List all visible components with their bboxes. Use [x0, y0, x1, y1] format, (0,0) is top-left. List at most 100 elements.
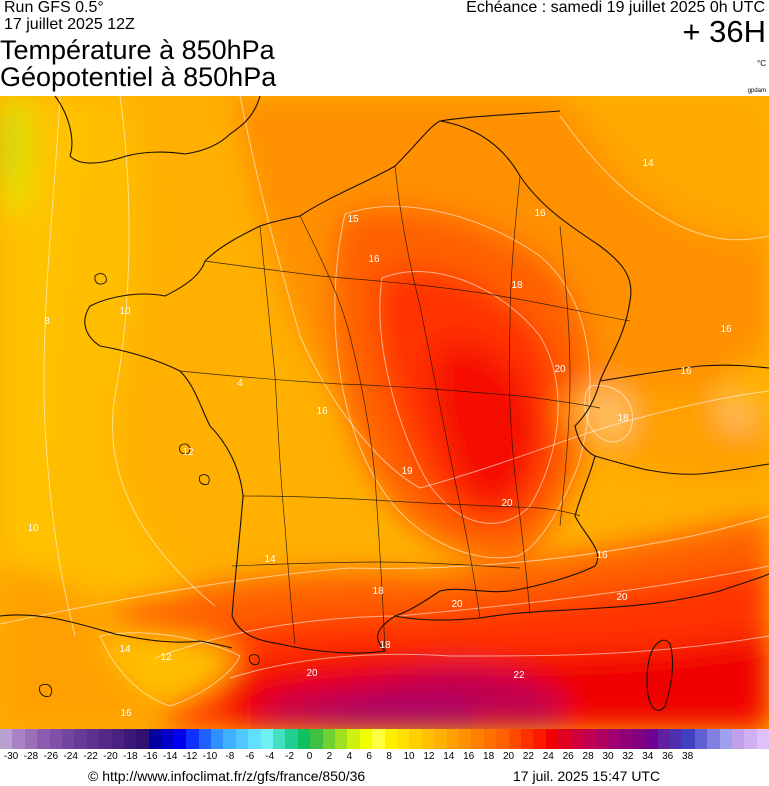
- colorbar-cell: [62, 729, 75, 749]
- colorbar-cell: [719, 729, 732, 749]
- colorbar-tick-label: 22: [522, 751, 534, 762]
- colorbar-cell: [111, 729, 125, 749]
- colorbar-cell: [731, 729, 745, 749]
- colorbar-cell: [521, 729, 534, 749]
- colorbar-cell: [471, 729, 484, 749]
- colorbar-tick-label: -26: [43, 751, 59, 762]
- isotherm-label-16-southeast: 16: [596, 550, 608, 561]
- colorbar-cell: [397, 729, 410, 749]
- colorbar-tick-label: 28: [582, 751, 594, 762]
- colorbar-cell: [186, 729, 199, 749]
- colorbar-cell: [595, 729, 608, 749]
- colorbar-tick-label: 38: [682, 751, 694, 762]
- colorbar-tick-label: -30: [3, 751, 19, 762]
- colorbar-tick-label: 14: [443, 751, 455, 762]
- forecast-valid-time: Echéance : samedi 19 juillet 2025 0h UTC: [466, 0, 765, 16]
- colorbar-tick-label: -24: [63, 751, 78, 762]
- temperature-map: 14 15 16 16 18 16 16 18 20 16 8 10 4 12 …: [0, 96, 769, 729]
- colorbar-cell: [645, 729, 658, 749]
- isotherm-label-8-brittany: 8: [44, 316, 50, 327]
- colorbar-cell: [744, 729, 757, 749]
- isotherm-label-18-east: 18: [511, 280, 523, 291]
- colorbar-tick-label: 2: [326, 751, 333, 762]
- colorbar-tick-label: -2: [285, 751, 295, 762]
- isotherm-label-10-atlantic: 10: [27, 523, 39, 534]
- colorbar-cell: [372, 729, 385, 749]
- colorbar-tick-label: -18: [123, 751, 138, 762]
- colorbar-cell: [148, 729, 162, 749]
- colorbar-cell: [483, 729, 497, 749]
- colorbar-tick-label: 20: [502, 751, 515, 762]
- isotherm-label-18-south: 18: [372, 586, 384, 597]
- colorbar-tick-label: -8: [225, 751, 235, 762]
- colorbar-cell: [235, 729, 249, 749]
- colorbar-tick-label: 30: [602, 751, 614, 762]
- colorbar-cell: [99, 729, 112, 749]
- isotherm-label-16-center: 16: [316, 406, 328, 417]
- colorbar-cell: [173, 729, 187, 749]
- colorbar-cell: [657, 729, 670, 749]
- colorbar-tick-label: 32: [622, 751, 634, 762]
- colorbar-tick-label: 10: [403, 751, 415, 762]
- map-title-geopotential: Géopotentiel à 850hPa: [0, 62, 277, 92]
- colorbar-cell: [24, 729, 38, 749]
- med-coast: [394, 573, 769, 621]
- source-url: © http://www.infoclimat.fr/z/gfs/france/…: [88, 768, 366, 784]
- belgium-border: [439, 110, 561, 122]
- colorbar-cell: [86, 729, 100, 749]
- isotherm-label-20-center: 20: [501, 498, 513, 509]
- colorbar-cell: [459, 729, 472, 749]
- colorbar-cell: [310, 729, 323, 749]
- france-outline: [84, 120, 632, 654]
- colorbar-cell: [384, 729, 397, 749]
- run-title: Run GFS 0.5°: [4, 0, 104, 16]
- colorbar-cell: [558, 729, 571, 749]
- isotherm-label-15-north: 15: [347, 214, 359, 225]
- colorbar-cell: [0, 729, 13, 749]
- generation-timestamp: 17 juil. 2025 15:47 UTC: [513, 768, 661, 784]
- colorbar-tick-label: -16: [143, 751, 158, 762]
- colorbar-cell: [272, 729, 286, 749]
- isotherm-label-14-spain: 14: [119, 644, 131, 655]
- colorbar-tick-label: -20: [103, 751, 118, 762]
- uk-coast: [54, 96, 261, 164]
- colorbar-tick-label: -28: [23, 751, 39, 762]
- colorbar-tick-label: 18: [483, 751, 495, 762]
- colorbar-cell: [669, 729, 683, 749]
- colorbar-tick-label: -14: [162, 751, 178, 762]
- colorbar-cell: [285, 729, 298, 749]
- colorbar-tick-label: 8: [386, 751, 392, 762]
- isotherm-label-4-west: 4: [237, 378, 243, 389]
- colorbar-cell: [359, 729, 373, 749]
- colorbar-cell: [210, 729, 224, 749]
- italy-border: [594, 455, 769, 475]
- unit-label: °C: [757, 59, 766, 68]
- colorbar-tick-label: 24: [542, 751, 554, 762]
- isotherm-label-16-alps: 16: [680, 366, 692, 377]
- colorbar-cell: [607, 729, 621, 749]
- colorbar-tick-label: 34: [642, 751, 654, 762]
- colorbar-cell: [496, 729, 509, 749]
- colorbar-cell: [446, 729, 460, 749]
- islands: [39, 273, 260, 697]
- run-date: 17 juillet 2025 12Z: [4, 16, 135, 33]
- colorbar-cell: [297, 729, 311, 749]
- isotherm-label-22-med: 22: [513, 670, 525, 681]
- department-borders: [179, 165, 631, 652]
- isotherm-label-16-swiss: 16: [720, 324, 732, 335]
- colorbar-cell: [508, 729, 522, 749]
- corsica: [646, 639, 674, 711]
- lead-time: + 36H: [682, 14, 766, 49]
- colorbar-cell: [334, 729, 348, 749]
- isotherm-label-14-southwest: 14: [264, 554, 276, 565]
- colorbar-cell: [583, 729, 596, 749]
- colorbar-cell: [570, 729, 584, 749]
- isotherm-label-16-north: 16: [534, 208, 546, 219]
- colorbar-cell: [248, 729, 261, 749]
- isotherm-label-20-gulf: 20: [451, 599, 463, 610]
- colorbar-tick-label: 36: [662, 751, 674, 762]
- isotherm-label-18-gulf: 18: [379, 640, 391, 651]
- spain-coast: [0, 614, 233, 649]
- swiss-border: [599, 364, 769, 382]
- colorbar-cell: [322, 729, 335, 749]
